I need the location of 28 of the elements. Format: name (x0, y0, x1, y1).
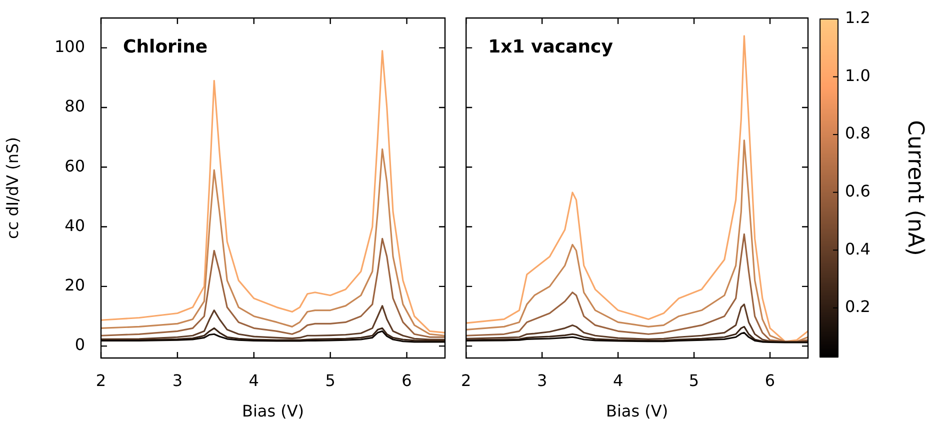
text: Chlorine (123, 36, 208, 58)
x-axis-title: Bias (V) (242, 402, 304, 421)
y-axis-title: cc dI/dV (nS) (2, 137, 22, 239)
x-tick-label: 3 (536, 370, 548, 390)
y-tick-label: 0 (74, 335, 85, 354)
x-tick-label: 4 (248, 370, 259, 390)
x-tick-label: 2 (96, 370, 106, 390)
y-tick-label: 20 (64, 276, 85, 295)
y-tick-label: 40 (64, 216, 85, 235)
y-tick-label: 80 (64, 96, 85, 116)
x-tick-label: 5 (688, 370, 700, 390)
color-bar-label: 0.4 (845, 239, 870, 258)
color-bar-label: 0.2 (845, 297, 870, 316)
color-bar-label: 0.8 (845, 124, 870, 143)
x-tick-label: 5 (325, 370, 336, 390)
x-tick-label: 2 (460, 370, 472, 390)
y-tick-label: 100 (54, 36, 85, 56)
text: 1x1 vacancy (488, 36, 614, 58)
x-tick-label: 3 (172, 370, 183, 390)
color-bar-label: 1.2 (845, 8, 870, 28)
color-bar-label: 0.6 (845, 181, 870, 200)
x-tick-label: 4 (612, 370, 624, 390)
x-axis-title: Bias (V) (606, 402, 668, 421)
color-bar-label: 1.0 (845, 66, 870, 85)
y-tick-label: 60 (64, 156, 85, 176)
x-tick-label: 6 (402, 370, 412, 390)
x-tick-label: 6 (764, 370, 776, 390)
color-bar-title: Current (nA) (902, 120, 926, 256)
